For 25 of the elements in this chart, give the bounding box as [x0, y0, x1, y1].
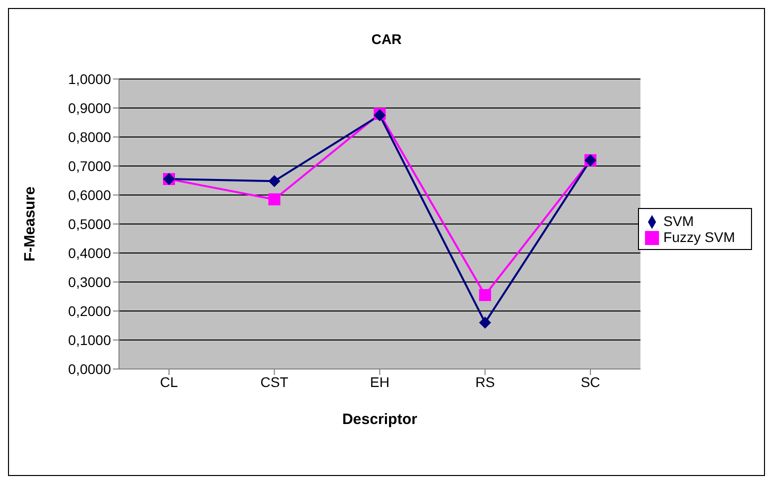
chart-title: CAR	[370, 31, 403, 47]
y-tick-label: 0,1000	[68, 332, 112, 348]
x-tick-label: SC	[580, 374, 600, 390]
x-axis-title: Descriptor	[342, 411, 418, 428]
legend-label: Fuzzy SVM	[663, 229, 735, 245]
x-tick-label: CL	[160, 374, 178, 390]
y-tick-label: 0,3000	[68, 274, 112, 290]
y-tick-label: 0,0000	[68, 360, 112, 377]
y-tick-label: 0,6000	[68, 186, 112, 203]
y-tick-label: 0,2000	[68, 302, 112, 319]
x-tick-label: CST	[260, 374, 289, 390]
y-tick-label: 0,8000	[68, 128, 112, 145]
y-tick-label: 0,4000	[68, 244, 112, 261]
point	[268, 193, 280, 206]
x-tick-label: EH	[370, 374, 390, 390]
point	[479, 289, 492, 302]
x-tick-label: RS	[475, 374, 495, 390]
legend-label: SVM	[663, 212, 694, 229]
y-tick-label: 0,9000	[68, 100, 112, 116]
y-tick-label: 1,0000	[68, 70, 112, 87]
point	[479, 316, 492, 329]
y-tick-label: 0,5000	[68, 216, 112, 232]
point	[268, 175, 280, 188]
y-tick-label: 0,7000	[68, 158, 112, 174]
y-axis-title: F-Measure	[21, 186, 38, 262]
